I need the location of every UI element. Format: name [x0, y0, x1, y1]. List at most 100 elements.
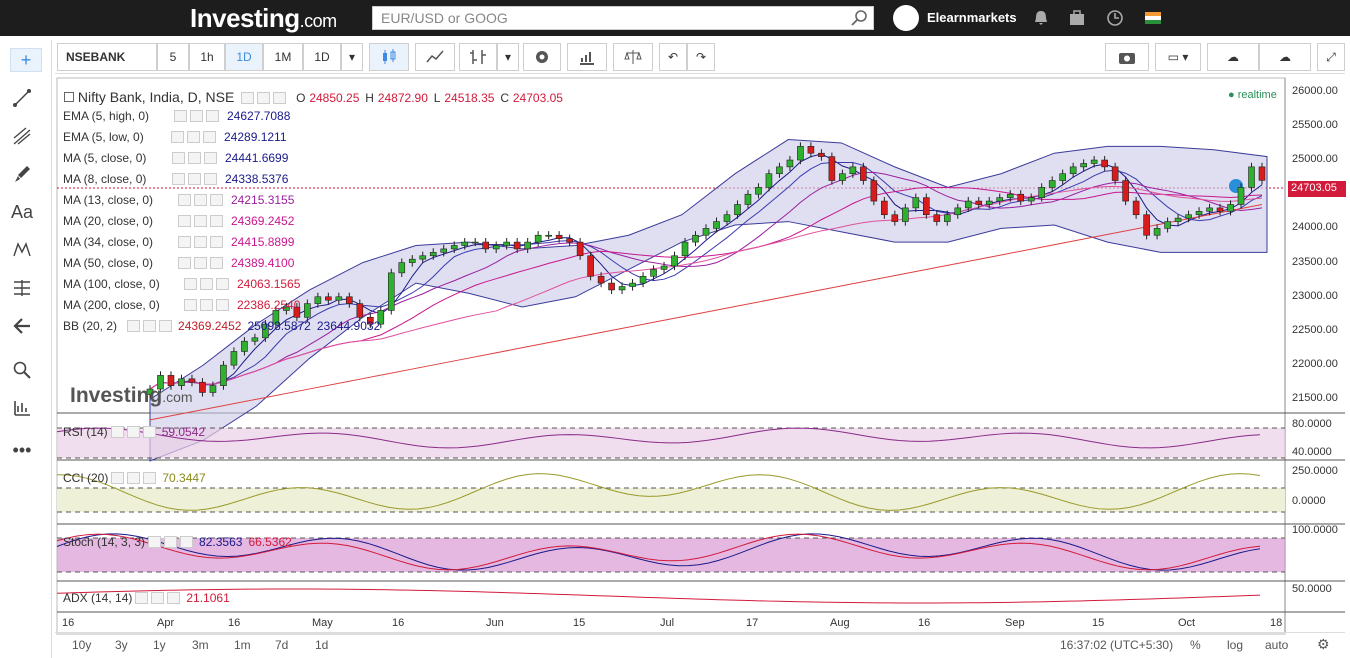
india-flag-icon[interactable] [1144, 9, 1162, 27]
indicator-legend-7: MA (50, close, 0) [63, 256, 153, 270]
date-tick: May [312, 617, 333, 629]
cloud-download-icon[interactable]: ☁ [1207, 43, 1259, 71]
cloud-upload-icon[interactable]: ☁ [1259, 43, 1311, 71]
briefcase-icon[interactable] [1068, 9, 1086, 27]
balance-icon[interactable] [613, 43, 653, 71]
candle-body [597, 275, 605, 284]
search-input[interactable]: EUR/USD or GOOG [372, 6, 874, 30]
eye-icon[interactable] [241, 92, 255, 104]
date-tick: Jul [660, 617, 675, 629]
fullscreen-icon[interactable]: ⤢ [1317, 43, 1345, 71]
crosshair-icon[interactable]: + [10, 48, 42, 72]
range-1m[interactable]: 1m [234, 638, 251, 652]
clock-icon[interactable] [1106, 9, 1124, 27]
interval-1m[interactable]: 1M [263, 43, 303, 71]
avatar[interactable] [893, 5, 919, 31]
candle-body [681, 241, 689, 257]
candle-body [1090, 159, 1098, 164]
measure-icon[interactable] [10, 396, 34, 420]
adx-tick-50: 50.0000 [1292, 583, 1332, 595]
username[interactable]: Elearnmarkets [927, 10, 1017, 25]
bell-icon[interactable] [1032, 9, 1050, 27]
interval-dropdown[interactable]: ▾ [341, 43, 363, 71]
search-icon[interactable] [850, 9, 868, 27]
chart-settings-gear-icon[interactable]: ⚙ [1317, 636, 1330, 652]
indicator-controls[interactable] [169, 172, 217, 186]
indicator-legend-9: MA (200, close, 0) [63, 298, 160, 312]
indicator-controls[interactable] [181, 277, 229, 291]
indicator-controls[interactable] [169, 151, 217, 165]
interval-1h[interactable]: 1h [189, 43, 225, 71]
candle-body [482, 241, 489, 250]
realtime-badge: ● realtime [1228, 89, 1277, 101]
date-tick: 16 [62, 617, 75, 629]
auto-toggle[interactable]: auto [1265, 638, 1289, 652]
indicator-controls[interactable] [171, 109, 219, 123]
indicator-name: MA (20, close, 0) [63, 214, 154, 228]
percent-toggle[interactable]: % [1190, 638, 1201, 652]
pitchfork-icon[interactable] [10, 124, 34, 148]
range-10y[interactable]: 10y [72, 638, 92, 652]
interval-1d-alt[interactable]: 1D [303, 43, 341, 71]
range-3m[interactable]: 3m [192, 638, 209, 652]
undo-icon[interactable]: ↶ [659, 43, 687, 71]
symbol-input[interactable]: NSEBANK [57, 43, 157, 71]
range-7d[interactable]: 7d [275, 638, 289, 652]
pattern-icon[interactable] [10, 238, 34, 262]
rsi-legend: RSI (14) 59.0542 [63, 425, 206, 439]
line-chart-icon[interactable] [415, 43, 455, 71]
range-1d[interactable]: 1d [315, 638, 329, 652]
indicators-icon[interactable] [459, 43, 497, 71]
camera-icon[interactable] [1105, 43, 1149, 71]
indicator-controls[interactable] [175, 235, 223, 249]
back-arrow-icon[interactable] [10, 314, 34, 338]
date-tick: 16 [228, 617, 241, 629]
log-toggle[interactable]: log [1227, 638, 1244, 652]
candle-body [398, 262, 406, 274]
indicators-dropdown[interactable]: ▾ [497, 43, 519, 71]
zoom-icon[interactable] [10, 358, 34, 382]
fib-icon[interactable] [10, 276, 34, 300]
indicator-controls[interactable] [181, 298, 229, 312]
compare-icon[interactable] [567, 43, 607, 71]
adx-line [56, 588, 1261, 604]
interval-5[interactable]: 5 [157, 43, 189, 71]
drawing-toolbar: + Aa ••• [0, 40, 52, 658]
indicator-controls[interactable] [175, 214, 223, 228]
candle-body [639, 275, 647, 284]
text-tool-icon[interactable]: Aa [10, 201, 34, 222]
template-icon[interactable]: ▭ ▾ [1155, 43, 1201, 71]
range-1y[interactable]: 1y [153, 638, 166, 652]
candle-body [1195, 211, 1203, 216]
indicator-value: 22386.2540 [237, 298, 301, 312]
candles-icon[interactable] [369, 43, 409, 71]
indicator-legend-0: EMA (5, high, 0) [63, 109, 149, 123]
candle-body [1143, 214, 1150, 236]
more-icon[interactable]: ••• [12, 439, 32, 460]
candle-body [524, 241, 531, 250]
indicator-legend-2: MA (5, close, 0) [63, 151, 146, 165]
brush-icon[interactable] [10, 162, 34, 186]
settings-icon[interactable] [257, 92, 271, 104]
investing-logo[interactable]: Investing.com [190, 3, 337, 33]
date-tick: 18 [1270, 617, 1283, 629]
candle-body [881, 200, 888, 216]
trendline-icon[interactable] [10, 86, 34, 110]
close-icon[interactable] [273, 92, 287, 104]
candle-body [178, 378, 185, 386]
range-3y[interactable]: 3y [115, 638, 128, 652]
date-tick: 15 [573, 617, 586, 629]
redo-icon[interactable]: ↷ [687, 43, 715, 71]
candle-body [1153, 228, 1161, 236]
interval-1d[interactable]: 1D [225, 43, 263, 71]
legend-collapse-icon[interactable] [64, 92, 74, 102]
indicator-controls[interactable] [168, 130, 216, 144]
settings-gear-icon[interactable] [523, 43, 561, 71]
stoch-d-line [56, 533, 1261, 571]
moving-average-line [149, 171, 1263, 390]
indicator-controls[interactable] [175, 256, 223, 270]
indicator-controls[interactable] [175, 193, 223, 207]
candle-body [440, 248, 448, 253]
candle-body [734, 204, 741, 216]
